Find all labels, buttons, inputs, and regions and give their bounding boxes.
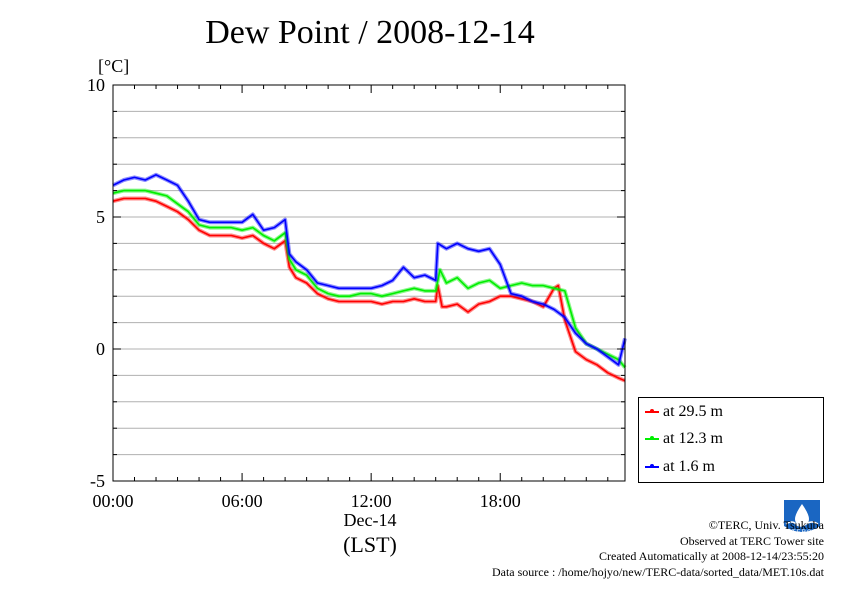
legend-swatch-green <box>645 436 659 440</box>
legend-label: at 1.6 m <box>663 458 715 475</box>
series-line-2 <box>112 174 626 366</box>
x-tick-label: 00:00 <box>92 491 133 511</box>
x-tick-label: 06:00 <box>222 491 263 511</box>
copyright-text: ©TERC, Univ. Tsukuba <box>708 518 824 532</box>
series-lines <box>112 172 627 383</box>
x-axis-date-label: Dec-14 <box>343 510 397 530</box>
y-tick-label: -5 <box>90 471 105 491</box>
y-axis-label: [°C] <box>98 56 129 76</box>
y-tick-label: 10 <box>87 75 105 95</box>
y-tick-label: 0 <box>96 339 105 359</box>
observed-text: Observed at TERC Tower site <box>679 533 824 548</box>
legend-item-1-6m: at 1.6 m <box>645 456 715 478</box>
page-title: Dew Point / 2008-12-14 <box>205 14 535 51</box>
plot-frame <box>112 84 626 482</box>
legend-item-12-3m: at 12.3 m <box>645 428 723 450</box>
grid-lines <box>113 110 625 456</box>
legend-label: at 29.5 m <box>663 403 723 420</box>
terc-logo: TERC <box>782 498 822 538</box>
legend-label: at 12.3 m <box>663 430 723 447</box>
created-text: Created Automatically at 2008-12-14/23:5… <box>599 549 824 563</box>
logo-text: TERC <box>791 530 813 536</box>
series-line-1 <box>112 189 626 369</box>
legend-swatch-red <box>645 409 659 413</box>
series-line-0 <box>112 197 626 382</box>
legend-swatch-blue <box>645 464 659 468</box>
x-tick-label: 12:00 <box>351 491 392 511</box>
source-text: Data source : /home/hojyo/new/TERC-data/… <box>491 564 824 579</box>
y-tick-label: 5 <box>96 207 105 227</box>
x-tick-label: 18:00 <box>480 491 521 511</box>
legend-item-29-5m: at 29.5 m <box>645 401 723 423</box>
legend: at 29.5 m at 12.3 m at 1.6 m <box>638 397 824 483</box>
axis-ticks: -5 0 5 10 00:00 06:00 12:00 18:00 <box>87 75 625 511</box>
credits: ©TERC, Univ. Tsukuba Observed at TERC To… <box>492 518 824 580</box>
x-axis-unit-label: (LST) <box>343 532 397 557</box>
